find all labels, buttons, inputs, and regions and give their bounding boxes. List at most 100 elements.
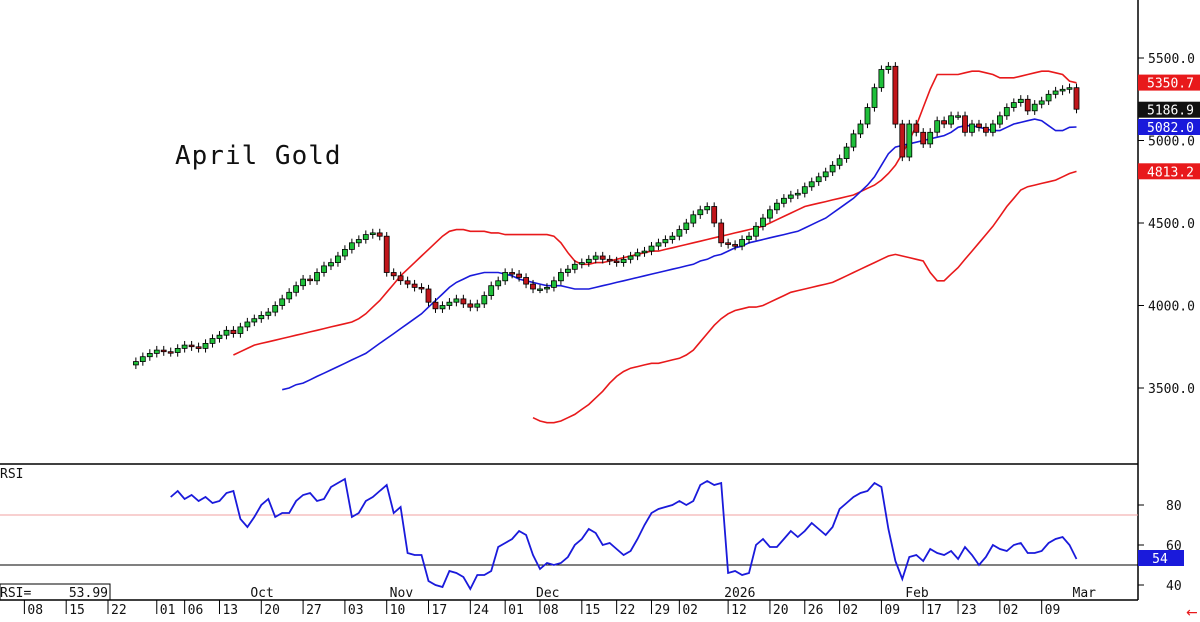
candle-body xyxy=(655,242,662,247)
candle-body xyxy=(850,133,857,148)
candle-body xyxy=(153,349,160,354)
candle-body xyxy=(481,295,488,305)
candle-body xyxy=(188,344,195,348)
candle-body xyxy=(258,314,265,320)
upper-band-tag: 5350.7 xyxy=(1147,77,1194,92)
candle-body xyxy=(571,263,578,270)
candle-body xyxy=(1045,93,1052,102)
month-label: Mar xyxy=(1073,586,1097,601)
day-label: 08 xyxy=(27,603,43,618)
candle-body xyxy=(669,235,676,240)
candle-body xyxy=(857,123,864,135)
candle-body xyxy=(321,265,327,273)
candle-body xyxy=(230,329,237,334)
day-label: 12 xyxy=(731,603,747,618)
candle-body xyxy=(787,194,794,199)
candle-body xyxy=(718,222,725,244)
candle-body xyxy=(146,352,153,358)
day-label: 20 xyxy=(264,603,280,618)
candle-body xyxy=(1024,98,1031,112)
day-label: 24 xyxy=(473,603,489,618)
month-label: Nov xyxy=(390,586,414,601)
candle-body xyxy=(983,126,989,133)
candle-body xyxy=(871,87,878,108)
candle-body xyxy=(606,258,613,262)
candle-body xyxy=(1010,102,1017,108)
candle-body xyxy=(641,250,648,254)
candle-body xyxy=(585,258,592,263)
day-label: 17 xyxy=(926,603,942,618)
price-panel: April Gold 5500.0 5000.0 4500.0 4000.0 3500.… xyxy=(0,0,1200,600)
lower-band-tag: 4813.2 xyxy=(1147,165,1194,180)
candle-body xyxy=(676,229,683,237)
candle-body xyxy=(404,280,411,285)
day-label: 01 xyxy=(160,603,176,618)
candle-body xyxy=(1003,107,1010,117)
day-label: 02 xyxy=(1003,603,1019,618)
candle-body xyxy=(704,206,711,211)
candle-body xyxy=(1066,87,1073,90)
candle-body xyxy=(530,283,536,290)
scroll-left-arrow-icon[interactable]: ← xyxy=(1186,605,1198,621)
candle-body xyxy=(906,123,913,158)
rsi-line xyxy=(170,477,1078,591)
candle-body xyxy=(739,239,745,247)
candle-body xyxy=(251,318,258,323)
day-label: 03 xyxy=(348,603,364,618)
day-label: 08 xyxy=(543,603,559,618)
candle-body xyxy=(941,120,947,125)
month-label: Dec xyxy=(536,586,559,601)
candle-body xyxy=(620,258,627,263)
candle-body xyxy=(794,192,801,196)
middle_band-line xyxy=(282,118,1077,391)
candle-body xyxy=(753,225,759,237)
candle-body xyxy=(314,272,320,282)
candle-body xyxy=(369,232,376,235)
candle-body xyxy=(132,361,139,366)
middle-band-tag-bg xyxy=(1138,119,1200,135)
candle-body xyxy=(648,245,655,252)
candle-body xyxy=(781,197,787,204)
day-label: 10 xyxy=(390,603,406,618)
candle-body xyxy=(488,285,495,297)
candle-body xyxy=(1017,98,1024,104)
candle-body xyxy=(1073,87,1080,110)
candle-body xyxy=(244,321,251,328)
x-axis: Oct Nov Dec 2026 Feb Mar 08 15 22 01 06 13 20 27 03 10… xyxy=(0,586,1138,618)
day-label: 23 xyxy=(961,603,977,618)
candle-body xyxy=(195,346,202,349)
day-label: 29 xyxy=(654,603,670,618)
price-tags: 5350.7 5186.9 5082.0 4813.2 xyxy=(1138,74,1200,180)
candle-body xyxy=(997,115,1003,125)
candle-body xyxy=(1038,100,1045,105)
candle-body xyxy=(864,107,871,125)
candle-body xyxy=(362,234,369,240)
candle-body xyxy=(551,280,557,288)
candle-body xyxy=(341,248,348,257)
candle-body xyxy=(467,303,474,308)
rsi-tick-label: 40 xyxy=(1166,579,1182,594)
candle-body xyxy=(286,291,293,300)
candle-body xyxy=(976,123,982,128)
candle-body xyxy=(167,351,174,354)
candle-body xyxy=(634,252,641,257)
candle-body xyxy=(990,123,996,133)
candle-body xyxy=(495,280,502,287)
middle-band-tag: 5082.0 xyxy=(1147,121,1194,136)
candle-body xyxy=(390,272,397,277)
day-label: 13 xyxy=(222,603,238,618)
lower-band-tag-bg xyxy=(1138,163,1200,180)
price-tick-label: 5000.0 xyxy=(1148,135,1195,150)
candle-body xyxy=(1031,103,1038,112)
rsi-readout-label: RSI= xyxy=(0,586,31,601)
candle-body xyxy=(432,301,439,310)
candle-body xyxy=(265,311,272,316)
candle-body xyxy=(174,347,181,353)
candle-body xyxy=(418,286,425,290)
chart-title: April Gold xyxy=(175,141,342,171)
price-tick-label: 4500.0 xyxy=(1148,217,1195,232)
candle-body xyxy=(202,342,209,349)
candle-body xyxy=(509,272,516,275)
